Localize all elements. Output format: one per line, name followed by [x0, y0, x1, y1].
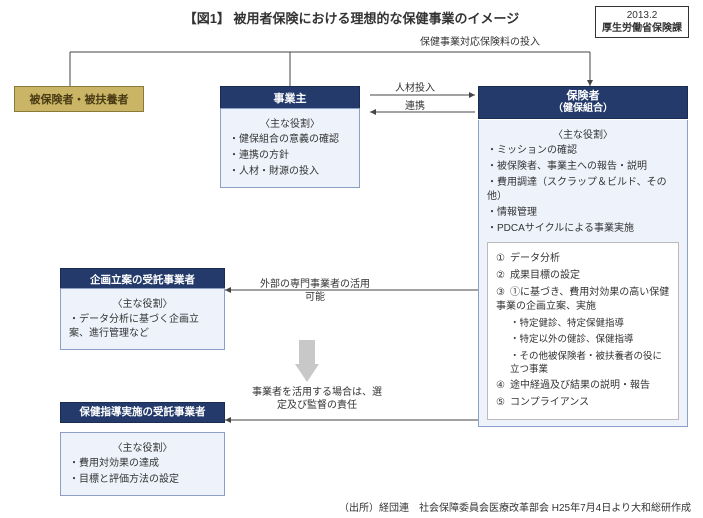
- implementer-panel: 〈主な役割〉 費用対効果の達成 目標と評価方法の設定: [60, 432, 225, 496]
- implementer-roles-title: 〈主な役割〉: [69, 439, 216, 454]
- insurer-step-sub: ・特定健診、特定保健指導: [496, 317, 670, 330]
- meta-dept: 厚生労働省保険課: [602, 22, 682, 35]
- insurer-step-sub: ・特定以外の健診、保健指導: [496, 333, 670, 346]
- employer-panel: 〈主な役割〉 健保組合の意義の確認 連携の方針 人材・財源の投入: [220, 108, 360, 188]
- insurer-role: PDCAサイクルによる事業実施: [487, 222, 679, 236]
- insured-node: 被保険者・被扶養者: [14, 86, 144, 112]
- selection-note: 事業者を活用する場合は、選定及び監督の責任: [252, 386, 382, 412]
- down-arrow-icon: [295, 340, 319, 382]
- planner-panel: 〈主な役割〉 データ分析に基づく企画立案、進行管理など: [60, 288, 225, 350]
- planner-role: データ分析に基づく企画立案、進行管理など: [69, 313, 216, 341]
- insurer-role: 情報管理: [487, 206, 679, 220]
- insurer-step: ④途中経過及び結果の説明・報告: [496, 379, 670, 393]
- planner-label: 企画立案の受託事業者: [90, 274, 195, 286]
- insurer-step: ③①に基づき、費用対効果の高い保健事業の企画立案、実施: [496, 286, 670, 314]
- employer-roles-title: 〈主な役割〉: [229, 115, 351, 130]
- flow-injection: 人材投入: [395, 82, 435, 95]
- implementer-label: 保健指導実施の受託事業者: [80, 406, 206, 418]
- source-text: （出所）経団連 社会保障委員会医療改革部会 H25年7月4日より大和総研作成: [339, 499, 691, 514]
- insured-label: 被保険者・被扶養者: [30, 94, 129, 106]
- insurer-step: ⑤コンプライアンス: [496, 396, 670, 410]
- flow-coop: 連携: [405, 100, 425, 113]
- implementer-role: 目標と評価方法の設定: [69, 473, 216, 487]
- employer-role: 人材・財源の投入: [229, 165, 351, 179]
- insurer-step-sub: ・その他被保険者・被扶養者の役に立つ事業: [496, 350, 670, 377]
- insurer-step: ①データ分析: [496, 252, 670, 266]
- employer-role: 健保組合の意義の確認: [229, 133, 351, 147]
- insurer-role: 被保険者、事業主への報告・説明: [487, 160, 679, 174]
- top-injection-label: 保健事業対応保険料の投入: [420, 36, 540, 49]
- employer-role: 連携の方針: [229, 149, 351, 163]
- employer-head: 事業主: [220, 86, 360, 110]
- insurer-roles-title: 〈主な役割〉: [487, 126, 679, 141]
- insurer-label: 保険者: [483, 90, 683, 103]
- insurer-steps-box: ①データ分析 ②成果目標の設定 ③①に基づき、費用対効果の高い保健事業の企画立案…: [487, 242, 679, 420]
- implementer-role: 費用対効果の達成: [69, 457, 216, 471]
- planner-roles-title: 〈主な役割〉: [69, 295, 216, 310]
- insurer-step: ②成果目標の設定: [496, 269, 670, 283]
- insurer-head: 保険者 （健保組合）: [478, 86, 688, 119]
- insurer-role: ミッションの確認: [487, 144, 679, 158]
- insurer-panel: 〈主な役割〉 ミッションの確認 被保険者、事業主への報告・説明 費用調達（スクラ…: [478, 120, 688, 427]
- insurer-role: 費用調達（スクラップ＆ビルド、その他）: [487, 176, 679, 204]
- employer-label: 事業主: [274, 93, 307, 105]
- insurer-sub: （健保組合）: [483, 103, 683, 115]
- external-note: 外部の専門事業者の活用可能: [260, 278, 370, 304]
- meta-box: 2013.2 厚生労働省保険課: [595, 6, 689, 38]
- implementer-head: 保健指導実施の受託事業者: [60, 402, 225, 423]
- meta-date: 2013.2: [602, 9, 682, 22]
